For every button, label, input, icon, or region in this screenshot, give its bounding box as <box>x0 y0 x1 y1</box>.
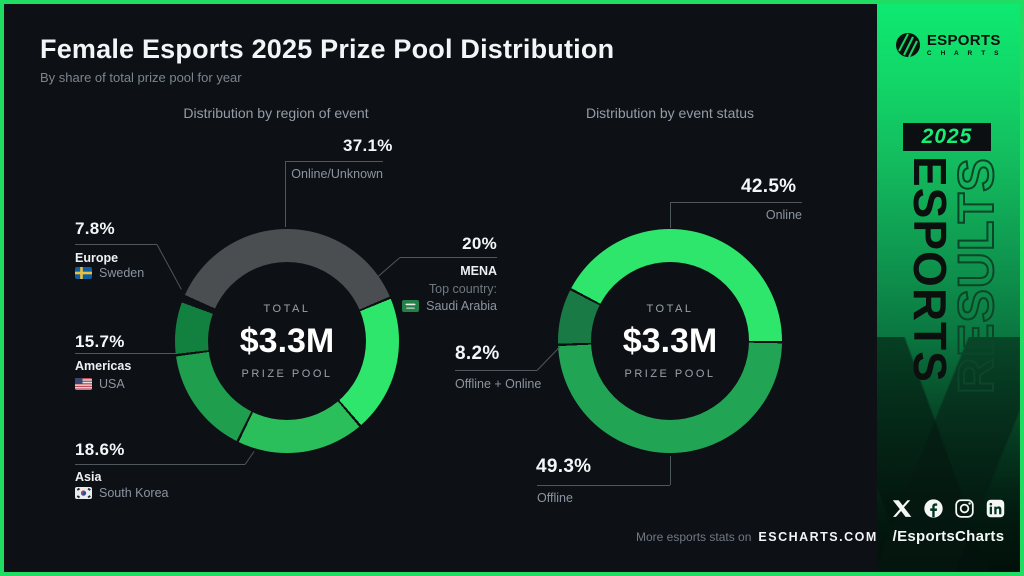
logo-text-charts: C H A R T S <box>926 49 1003 57</box>
region-mena-country: Saudi Arabia <box>402 299 497 313</box>
usa-flag-icon <box>75 378 92 390</box>
vertical-esports-text: ESPORTS <box>904 156 956 383</box>
country-name: USA <box>99 377 125 391</box>
right-chart-title: Distribution by event status <box>585 105 755 121</box>
region-donut-chart: TOTAL $3.3M PRIZE POOL <box>175 229 399 453</box>
country-name: Sweden <box>99 266 145 280</box>
region-online-unknown-pct: 37.1% <box>343 136 393 155</box>
leader-line <box>75 244 157 245</box>
region-asia-pct: 18.6% <box>75 440 125 459</box>
leader-line <box>244 451 255 465</box>
year-badge: 2025 <box>903 123 991 151</box>
page-subtitle: By share of total prize pool for year <box>40 70 242 85</box>
region-mena-label: MENA <box>460 264 497 278</box>
region-europe-pct: 7.8% <box>75 219 115 238</box>
status-online-pct: 42.5% <box>741 176 797 197</box>
leader-line <box>285 161 383 162</box>
total-label: TOTAL <box>646 302 694 315</box>
status-offline-online-pct: 8.2% <box>455 343 500 364</box>
esports-charts-logo-icon <box>895 33 920 58</box>
region-europe-label: Europe <box>75 251 119 265</box>
total-label: TOTAL <box>263 302 311 315</box>
leader-line <box>75 353 177 354</box>
country-name: South Korea <box>99 486 169 500</box>
prize-pool-label: PRIZE POOL <box>624 367 716 380</box>
leader-line <box>156 244 182 290</box>
region-americas-country: USA <box>75 377 125 391</box>
region-americas-label: Americas <box>75 359 132 373</box>
region-europe-country: Sweden <box>75 266 144 280</box>
leader-line <box>455 370 537 371</box>
region-asia-country: South Korea <box>75 486 169 500</box>
leader-line <box>537 485 670 486</box>
leader-line <box>400 257 497 258</box>
esports-charts-logo: ESPORTS C H A R T S <box>877 32 1020 58</box>
region-mena-top-country-label: Top country: <box>428 282 497 296</box>
prize-pool-label: PRIZE POOL <box>241 367 333 380</box>
social-handle[interactable]: /EsportsCharts <box>892 528 1005 545</box>
facebook-icon[interactable] <box>923 498 944 519</box>
region-americas-pct: 15.7% <box>75 332 125 351</box>
region-asia-label: Asia <box>75 470 102 484</box>
leader-line <box>75 464 245 465</box>
status-donut-chart: TOTAL $3.3M PRIZE POOL <box>558 229 782 453</box>
vertical-results-text: RESULTS <box>947 156 1005 395</box>
status-online-label: Online <box>765 208 802 222</box>
x-icon[interactable] <box>892 498 913 519</box>
country-name: Saudi Arabia <box>426 299 497 313</box>
status-offline-pct: 49.3% <box>536 456 592 477</box>
region-mena-pct: 20% <box>462 234 497 253</box>
total-value: $3.3M <box>239 321 335 360</box>
status-donut-center: TOTAL $3.3M PRIZE POOL <box>591 262 749 420</box>
leader-line <box>285 161 286 227</box>
brand-sidebar: ESPORTS C H A R T S 2025 ESPORTS RESULTS… <box>877 4 1020 572</box>
instagram-icon[interactable] <box>954 498 975 519</box>
region-online-unknown-label: Online/Unknown <box>291 167 383 181</box>
total-value: $3.3M <box>622 321 718 360</box>
status-offline-label: Offline <box>537 491 573 505</box>
escharts-link[interactable]: ESCHARTS.COM <box>758 530 878 544</box>
logo-text-esports: ESPORTS <box>926 31 1001 49</box>
page-title: Female Esports 2025 Prize Pool Distribut… <box>40 34 615 64</box>
year-text: 2025 <box>921 125 973 148</box>
leader-line <box>536 346 561 371</box>
sweden-flag-icon <box>75 267 92 279</box>
social-icons <box>877 498 1020 519</box>
footer-text: More esports stats on <box>636 530 752 544</box>
status-offline-online-label: Offline + Online <box>455 377 542 391</box>
footer: More esports stats on ESCHARTS.COM <box>636 530 878 544</box>
left-chart-title: Distribution by region of event <box>183 105 369 121</box>
region-donut-center: TOTAL $3.3M PRIZE POOL <box>208 262 366 420</box>
linkedin-icon[interactable] <box>985 498 1006 519</box>
south-korea-flag-icon <box>75 487 92 499</box>
saudi-arabia-flag-icon <box>402 300 420 312</box>
leader-line <box>670 202 802 203</box>
leader-line <box>377 257 401 277</box>
leader-line <box>670 202 671 228</box>
leader-line <box>670 456 671 485</box>
